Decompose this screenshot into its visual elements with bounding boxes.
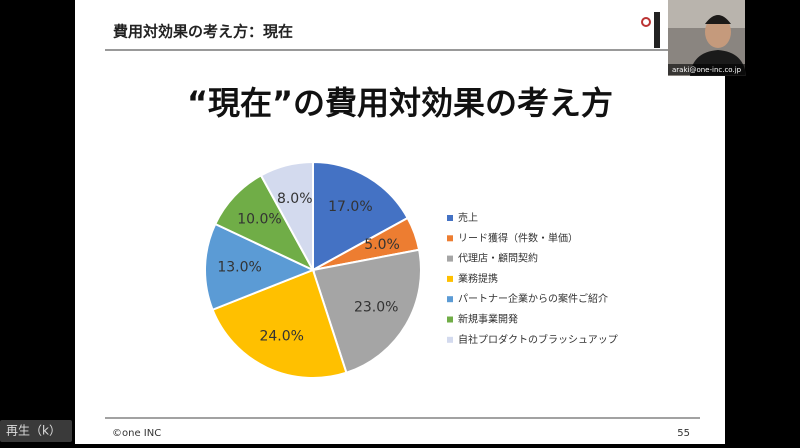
pie-slice [204,222,316,312]
legend-swatch [447,255,453,262]
legend-swatch [447,235,453,242]
video-label-box [0,420,72,442]
legend-label: 自社プロダクトのブラッシュアップ [458,333,618,346]
legend-label: 業務提携 [458,272,498,285]
pie-slice [311,248,422,374]
data-label: 23.0% [354,299,398,315]
legend-label: パートナー企業からの案件ご紹介 [458,292,608,305]
legend-label: 代理店・顧問契約 [458,252,538,265]
logo [641,12,660,48]
legend-label: リード獲得（件数・単価） [458,231,578,244]
data-label: 10.0% [237,212,281,228]
webcam: araki@one-inc.co.jp [668,0,746,76]
pie: 17.0% 5.0% 23.0% 24.0% 13.0% 10.0% 8.0% [204,160,422,379]
page-number: 55 [677,428,690,439]
legend-swatch [447,336,453,343]
data-label: 17.0% [328,199,372,215]
legend-swatch [447,296,453,303]
pie-slice [312,160,409,272]
slide-header: 費用対効果の考え方：現在 [113,23,293,41]
legend-swatch [447,275,453,282]
legend-label: 新規事業開発 [458,313,518,326]
pie-slice [259,160,314,271]
webcam-name-tag: araki@one-inc.co.jp [672,66,742,74]
chart-title: “現在”の費用対効果の考え方 [187,84,613,122]
video-label: 再生（k） [6,424,61,438]
footer: ©one INC [112,428,161,439]
legend-swatch [447,316,453,323]
legend-swatch [447,215,453,221]
data-label: 5.0% [364,237,400,253]
data-label: 8.0% [277,191,313,207]
data-label: 24.0% [259,328,303,344]
legend-label: 売上 [458,211,478,224]
data-label: 13.0% [217,260,261,276]
